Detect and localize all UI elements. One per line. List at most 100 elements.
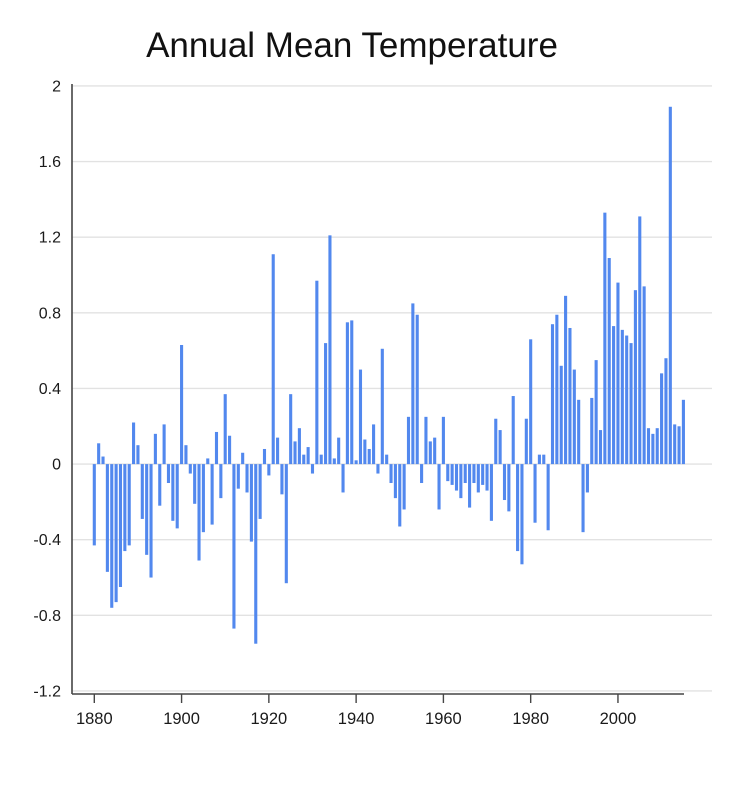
bar-1945 <box>376 464 380 474</box>
bar-1952 <box>406 416 411 465</box>
bar-1995 <box>594 360 598 465</box>
bar-2003 <box>629 343 633 465</box>
bar-1887 <box>123 464 127 552</box>
bar-1970 <box>485 464 489 491</box>
bar-1940 <box>354 460 358 465</box>
bar-1988 <box>564 295 568 465</box>
y-tick-label-0: 0 <box>52 457 61 474</box>
bar-1909 <box>219 464 223 499</box>
bar-1957 <box>428 441 432 465</box>
bar-1911 <box>228 435 232 465</box>
bar-1892 <box>145 464 149 555</box>
bar-1917 <box>254 464 258 644</box>
y-tick-label--1.2: -1.2 <box>33 683 61 700</box>
bar-2010 <box>660 373 664 465</box>
bar-1947 <box>385 454 389 465</box>
bars <box>92 106 685 644</box>
bar-1938 <box>345 322 349 465</box>
bar-1989 <box>568 327 572 465</box>
bar-1939 <box>350 320 354 465</box>
bar-1907 <box>210 464 214 525</box>
bar-1904 <box>197 464 201 561</box>
bar-1891 <box>140 464 144 519</box>
bar-1980 <box>529 339 533 465</box>
bar-1902 <box>188 464 192 474</box>
bar-1930 <box>310 464 315 474</box>
bar-2012 <box>668 106 672 465</box>
bar-2007 <box>646 428 651 465</box>
bar-2009 <box>655 428 659 465</box>
bar-1908 <box>214 431 219 465</box>
bar-1932 <box>319 454 323 465</box>
x-axis-tick-labels: 1880 1900 1920 1940 1960 1980 2000 <box>76 710 636 728</box>
bar-1926 <box>293 441 297 465</box>
bar-1916 <box>249 464 253 542</box>
bar-1972 <box>494 418 498 465</box>
bar-2000 <box>616 282 620 465</box>
bar-1982 <box>537 454 541 465</box>
x-tick-label-1920: 1920 <box>250 710 287 728</box>
bar-1901 <box>184 445 188 465</box>
bar-1954 <box>415 314 419 465</box>
bar-1922 <box>276 437 280 465</box>
bar-1971 <box>489 464 493 521</box>
bar-1894 <box>153 433 157 465</box>
bar-1978 <box>520 464 524 565</box>
bar-1883 <box>105 464 109 572</box>
bar-1886 <box>118 464 123 587</box>
x-tick-label-2000: 2000 <box>600 710 637 728</box>
bar-2011 <box>664 358 668 465</box>
bar-1919 <box>262 448 267 465</box>
bar-1920 <box>267 464 271 476</box>
bar-1999 <box>612 326 616 465</box>
bar-1889 <box>132 422 136 465</box>
bar-1942 <box>363 439 367 465</box>
y-tick-label--0.8: -0.8 <box>33 608 61 625</box>
bar-1903 <box>193 464 197 504</box>
bar-1946 <box>380 348 384 465</box>
x-tick-label-1960: 1960 <box>425 710 462 728</box>
bar-1997 <box>603 212 607 465</box>
bar-1933 <box>324 343 328 465</box>
bar-2015 <box>681 399 685 465</box>
y-tick-label-0.8: 0.8 <box>39 305 61 322</box>
bar-1896 <box>162 424 166 465</box>
bar-1888 <box>127 464 131 546</box>
bar-1885 <box>114 464 118 603</box>
bar-1993 <box>585 464 589 493</box>
bar-1927 <box>297 428 301 465</box>
bar-2005 <box>638 216 642 465</box>
bar-1963 <box>454 464 459 491</box>
bar-2002 <box>625 335 629 465</box>
bar-1961 <box>446 464 450 482</box>
bar-1929 <box>306 447 310 465</box>
bar-1974 <box>502 464 507 501</box>
bar-1985 <box>550 324 555 465</box>
bar-1895 <box>158 464 162 506</box>
bar-2014 <box>677 426 681 465</box>
bar-1900 <box>180 344 184 465</box>
bar-1906 <box>206 458 210 465</box>
bar-2013 <box>673 424 677 465</box>
bar-1924 <box>284 464 288 584</box>
bar-1913 <box>236 464 240 489</box>
bar-1880 <box>92 464 96 546</box>
bar-2004 <box>633 290 637 465</box>
bar-1899 <box>175 464 179 529</box>
y-tick-label-2: 2 <box>52 78 61 95</box>
bar-1994 <box>590 397 594 465</box>
bar-1884 <box>110 464 114 608</box>
bar-1986 <box>555 314 559 465</box>
bar-2008 <box>651 433 655 465</box>
bar-2001 <box>620 329 624 465</box>
bar-1965 <box>463 464 467 484</box>
bar-1944 <box>372 424 376 465</box>
bar-1992 <box>581 464 585 533</box>
bar-1912 <box>232 464 236 629</box>
bar-1987 <box>559 365 563 465</box>
bar-1979 <box>524 418 528 465</box>
bar-1964 <box>459 464 463 499</box>
bar-1990 <box>572 369 576 465</box>
bar-1936 <box>337 437 341 465</box>
